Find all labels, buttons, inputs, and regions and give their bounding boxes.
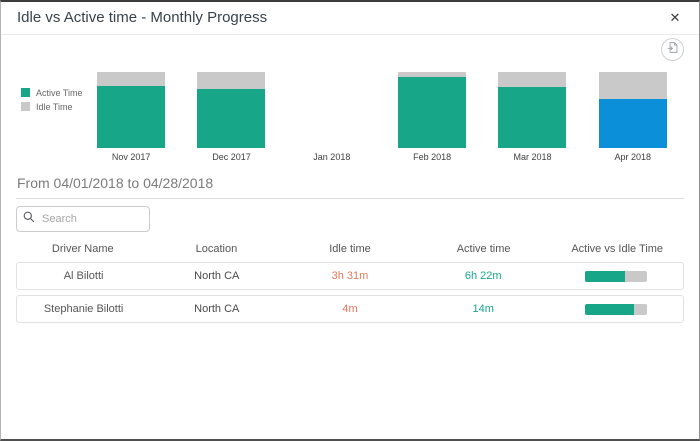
stacked-bar[interactable]	[397, 72, 466, 148]
active-portion	[585, 270, 626, 282]
close-icon[interactable]: ✕	[669, 10, 681, 25]
dialog-header: Idle vs Active time - Monthly Progress ✕	[1, 2, 699, 35]
chart-column-mar-2018[interactable]: Mar 2018	[482, 72, 582, 164]
legend-label: Active Time	[36, 87, 83, 98]
active-time-segment	[498, 87, 567, 148]
column-header-active-time: Active time	[456, 243, 511, 255]
drivers-table: Driver Name Location Idle time Active time A…	[16, 243, 684, 328]
export-report-icon	[666, 41, 679, 59]
active-portion	[585, 303, 634, 315]
driver-name-cell: Stephanie Bilotti	[43, 303, 124, 315]
idle-time-cell: 3h 31m	[331, 270, 369, 282]
stacked-bar[interactable]	[97, 72, 165, 148]
dialog-title: Idle vs Active time - Monthly Progress	[17, 9, 268, 26]
column-header-idle-time: Idle time	[329, 243, 371, 255]
table-header-row: Driver Name Location Idle time Active time A…	[16, 243, 684, 255]
location-cell: North CA	[194, 270, 240, 282]
idle-time-segment	[97, 72, 165, 86]
legend-swatch-icon	[21, 88, 30, 97]
month-label: Nov 2017	[111, 152, 151, 162]
active-time-segment	[598, 98, 667, 148]
chart-legend: Active Time Idle Time	[21, 88, 83, 116]
chart-column-dec-2017[interactable]: Dec 2017	[181, 72, 281, 164]
legend-item-idle-time: Idle Time	[21, 101, 83, 112]
active-vs-idle-cell	[550, 270, 683, 282]
monthly-progress-chart: Nov 2017 Dec 2017 Jan 2018 Feb 2018 Mar 2018…	[81, 72, 683, 164]
active-time-segment	[197, 88, 266, 148]
idle-time-segment	[598, 72, 667, 99]
column-header-driver-name: Driver Name	[51, 243, 114, 255]
month-label: Mar 2018	[513, 152, 552, 162]
search-box[interactable]	[16, 206, 150, 232]
period-label: From 04/01/2018 to 04/28/2018	[17, 175, 214, 191]
idle-time-cell: 4m	[342, 303, 358, 315]
search-icon	[23, 210, 40, 228]
month-label: Dec 2017	[212, 152, 251, 162]
active-vs-idle-cell	[550, 303, 683, 315]
month-label: Jan 2018	[313, 152, 351, 162]
stacked-bar[interactable]	[197, 72, 266, 148]
table-row[interactable]: Al Bilotti North CA 3h 31m 6h 22m	[16, 262, 684, 290]
legend-item-active-time: Active Time	[21, 87, 83, 98]
export-button[interactable]	[661, 38, 684, 61]
column-header-location: Location	[195, 243, 238, 255]
search-input[interactable]	[40, 212, 143, 226]
active-vs-idle-bar	[585, 270, 648, 282]
idle-portion	[633, 303, 648, 315]
active-time-segment	[397, 77, 466, 148]
idle-time-segment	[197, 72, 266, 89]
idle-time-segment	[498, 72, 567, 88]
chart-column-apr-2018[interactable]: Apr 2018	[583, 72, 683, 164]
idle-portion	[625, 270, 648, 282]
legend-label: Idle Time	[36, 101, 73, 112]
chart-column-feb-2018[interactable]: Feb 2018	[382, 72, 482, 164]
active-vs-idle-bar	[585, 303, 648, 315]
month-label: Apr 2018	[614, 152, 652, 162]
stacked-bar[interactable]	[498, 72, 567, 148]
active-time-cell: 6h 22m	[464, 270, 502, 282]
legend-swatch-icon	[21, 102, 30, 111]
section-divider	[16, 198, 684, 199]
active-time-cell: 14m	[472, 303, 494, 315]
column-header-active-vs-idle-time: Active vs Idle Time	[571, 243, 664, 255]
stacked-bar[interactable]	[598, 72, 667, 148]
active-time-segment	[97, 85, 165, 148]
location-cell: North CA	[194, 303, 240, 315]
chart-column-nov-2017[interactable]: Nov 2017	[81, 72, 181, 164]
idle-time-segment	[397, 72, 466, 78]
month-label: Feb 2018	[413, 152, 452, 162]
chart-column-jan-2018[interactable]: Jan 2018	[282, 72, 382, 164]
table-row[interactable]: Stephanie Bilotti North CA 4m 14m	[16, 295, 684, 323]
driver-name-cell: Al Bilotti	[63, 270, 104, 282]
